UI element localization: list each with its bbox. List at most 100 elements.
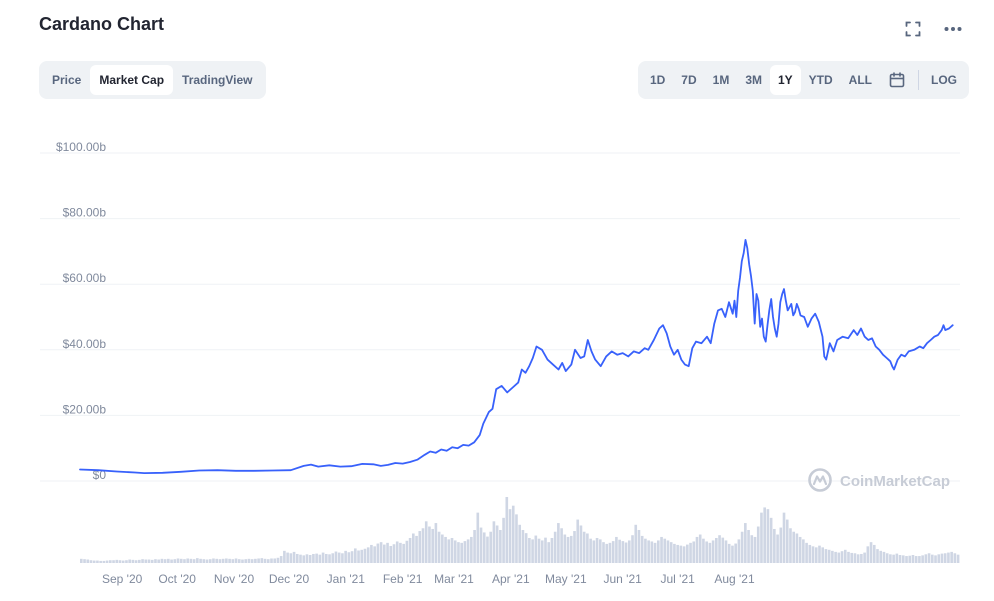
volume-bar bbox=[344, 550, 347, 563]
volume-bar bbox=[824, 549, 828, 563]
volume-bar bbox=[930, 554, 934, 563]
x-tick-label: Oct '20 bbox=[158, 572, 196, 586]
volume-bar bbox=[821, 547, 825, 563]
volume-bar bbox=[747, 530, 750, 563]
volume-bar bbox=[170, 559, 173, 563]
volume-bar bbox=[295, 553, 299, 563]
volume-bar bbox=[315, 553, 318, 563]
volume-bar bbox=[615, 536, 618, 563]
volume-bar bbox=[557, 523, 560, 563]
tab-market-cap[interactable]: Market Cap bbox=[90, 65, 174, 95]
y-axis-labels: $0 $20.00b $40.00b $60.00b $80.00b $100.00b bbox=[56, 140, 106, 482]
volume-bar bbox=[505, 497, 509, 563]
range-1y[interactable]: 1Y bbox=[769, 65, 801, 95]
volume-bar bbox=[289, 553, 293, 563]
volume-bar bbox=[702, 538, 705, 563]
volume-bar bbox=[441, 534, 444, 563]
y-tick-label: $0 bbox=[93, 468, 107, 482]
volume-bar bbox=[766, 509, 770, 563]
volume-bar bbox=[163, 559, 167, 563]
range-1d[interactable]: 1D bbox=[649, 73, 666, 87]
volume-bar bbox=[312, 553, 315, 563]
volume-bar bbox=[534, 535, 538, 563]
volume-bar bbox=[811, 546, 815, 563]
volume-bar bbox=[147, 559, 151, 563]
volume-bar bbox=[80, 558, 83, 563]
volume-bar bbox=[386, 542, 389, 563]
volume-bar bbox=[918, 556, 921, 563]
volume-bar bbox=[450, 537, 454, 563]
volume-bar bbox=[308, 555, 312, 563]
volume-bar bbox=[250, 559, 254, 563]
volume-bar bbox=[631, 535, 634, 563]
y-tick-label: $100.00b bbox=[56, 140, 106, 154]
volume-bar bbox=[569, 535, 573, 563]
volume-bar bbox=[802, 539, 805, 563]
volume-bar bbox=[866, 546, 870, 563]
volume-bar bbox=[105, 560, 109, 563]
volume-bar bbox=[785, 519, 789, 563]
fullscreen-icon[interactable] bbox=[904, 20, 922, 38]
volume-bar bbox=[734, 543, 737, 563]
more-horizontal-icon[interactable] bbox=[944, 20, 962, 38]
volume-bar bbox=[495, 525, 499, 563]
volume-bar bbox=[366, 547, 370, 563]
volume-bar bbox=[447, 539, 451, 563]
range-3m[interactable]: 3M bbox=[745, 73, 762, 87]
volume-bar bbox=[818, 545, 821, 563]
volume-bar bbox=[579, 525, 583, 563]
volume-bar bbox=[911, 555, 915, 563]
volume-bar bbox=[608, 542, 612, 563]
volume-bar bbox=[234, 558, 238, 563]
range-all[interactable]: ALL bbox=[848, 73, 872, 87]
volume-bar bbox=[486, 536, 489, 563]
volume-bar bbox=[860, 553, 863, 563]
volume-bar bbox=[96, 560, 99, 563]
tab-price[interactable]: Price bbox=[52, 73, 82, 87]
volume-bar bbox=[621, 541, 625, 563]
volume-bar bbox=[831, 550, 834, 563]
volume-bar bbox=[228, 558, 231, 563]
volume-bar bbox=[383, 544, 386, 563]
x-tick-label: Jun '21 bbox=[604, 572, 643, 586]
volume-bar bbox=[189, 558, 193, 563]
volume-bar bbox=[144, 559, 148, 563]
volume-bar bbox=[196, 558, 199, 563]
volume-bar bbox=[341, 553, 344, 563]
volume-bar bbox=[431, 528, 434, 563]
volume-bar bbox=[721, 537, 725, 563]
volume-bar bbox=[760, 512, 763, 563]
volume-bar bbox=[895, 553, 899, 563]
range-ytd[interactable]: YTD bbox=[808, 73, 833, 87]
calendar-icon[interactable] bbox=[880, 65, 914, 95]
volume-bar bbox=[138, 559, 141, 563]
volume-bar bbox=[773, 528, 776, 563]
volume-bar bbox=[528, 537, 531, 563]
volume-bar bbox=[109, 560, 112, 563]
x-tick-label: Feb '21 bbox=[383, 572, 423, 586]
log-scale-toggle[interactable]: LOG bbox=[931, 73, 957, 87]
volume-bar bbox=[698, 534, 702, 563]
volume-bar bbox=[399, 542, 402, 563]
watermark-text: CoinMarketCap bbox=[840, 473, 950, 490]
volume-bar bbox=[99, 560, 102, 563]
volume-bar bbox=[834, 551, 837, 563]
range-divider bbox=[918, 70, 919, 90]
volume-bar bbox=[286, 552, 289, 563]
volume-bar bbox=[544, 537, 547, 563]
range-1m[interactable]: 1M bbox=[712, 73, 730, 87]
volume-bar bbox=[605, 543, 609, 563]
volume-bar bbox=[160, 558, 164, 563]
tab-tradingview[interactable]: TradingView bbox=[182, 73, 253, 87]
volume-bar bbox=[715, 537, 718, 563]
volume-bar bbox=[518, 524, 522, 563]
volume-bar bbox=[183, 559, 186, 563]
range-7d[interactable]: 7D bbox=[681, 73, 697, 87]
x-tick-label: May '21 bbox=[545, 572, 587, 586]
volume-bar bbox=[444, 536, 447, 563]
volume-bar bbox=[121, 560, 125, 563]
x-tick-label: Nov '20 bbox=[214, 572, 255, 586]
volume-bar bbox=[199, 558, 202, 563]
volume-bar bbox=[737, 539, 741, 563]
volume-bar bbox=[953, 553, 957, 563]
